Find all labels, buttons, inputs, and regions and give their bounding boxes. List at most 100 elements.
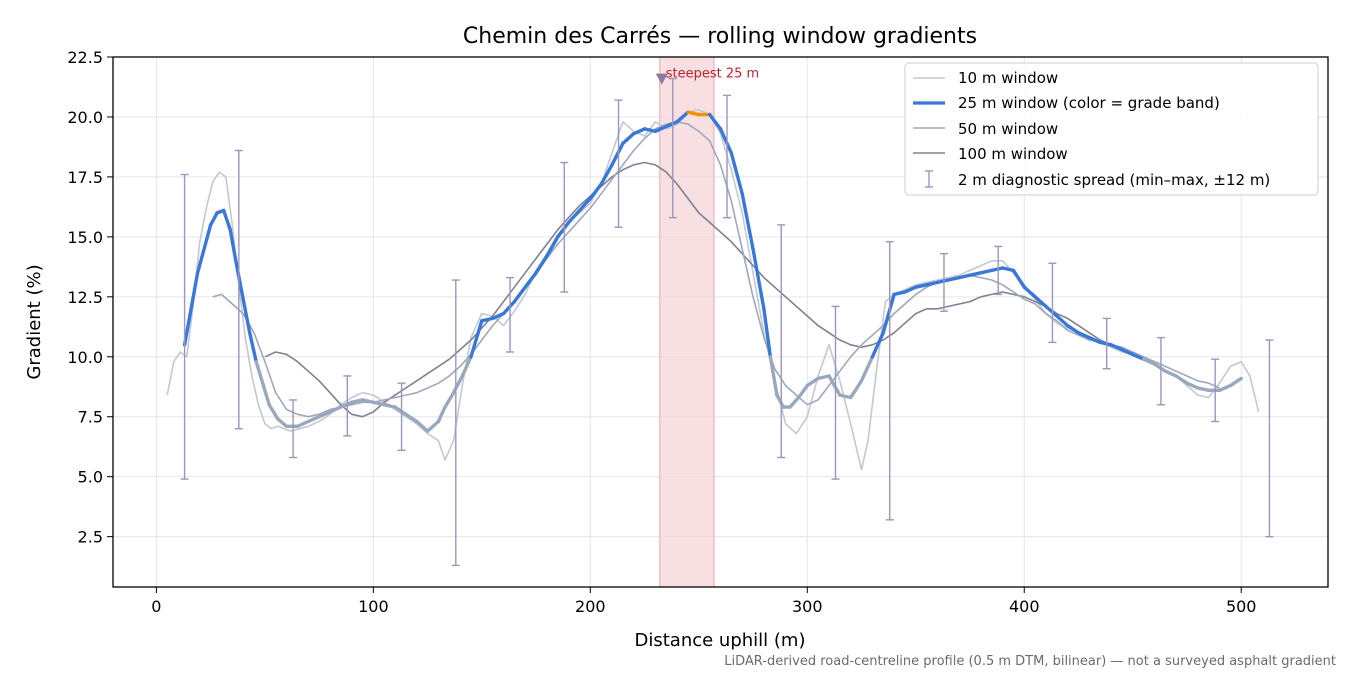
series-segment-25m	[1098, 340, 1113, 347]
series-segment-25m	[202, 223, 213, 251]
series-segment-25m	[469, 319, 484, 359]
series-segment-25m	[768, 355, 779, 397]
series-segment-25m	[195, 247, 206, 275]
series-segment-25m	[545, 235, 560, 258]
series-segment-25m	[979, 268, 994, 275]
series-segment-25m	[1141, 357, 1157, 366]
series-segment-25m	[1174, 374, 1189, 385]
series-segment-25m	[675, 110, 690, 124]
series-segment-25m	[805, 376, 820, 388]
series-segment-25m	[664, 120, 679, 129]
series-segment-25m	[849, 379, 864, 400]
legend-label-10m: 10 m window	[958, 69, 1058, 87]
series-segment-25m	[221, 208, 232, 232]
series-segment-25m	[751, 247, 766, 311]
series-segment-25m	[241, 297, 252, 335]
y-tick-label: 12.5	[67, 288, 103, 307]
x-axis-label: Distance uphill (m)	[635, 630, 806, 651]
y-axis-label: Gradient (%)	[24, 264, 45, 379]
series-segment-25m	[443, 391, 456, 409]
series-segment-25m	[228, 227, 239, 268]
series-segment-25m	[599, 163, 614, 186]
series-segment-25m	[1087, 335, 1102, 345]
series-segment-25m	[556, 220, 571, 239]
y-tick-label: 20.0	[67, 108, 103, 127]
series-segment-25m	[903, 285, 918, 294]
series-segment-25m	[566, 208, 582, 225]
series-segment-25m	[968, 271, 983, 277]
series-segment-25m	[189, 271, 200, 311]
series-segment-25m	[404, 412, 419, 424]
series-segment-25m	[480, 316, 495, 323]
series-segment-25m	[686, 110, 701, 117]
steepest-annotation: steepest 25 m	[666, 67, 759, 82]
legend-box	[904, 62, 1319, 196]
series-segment-25m	[859, 355, 875, 383]
series-segment-25m	[788, 395, 801, 409]
series-segment-25m	[295, 419, 310, 428]
series-segment-25m	[1055, 314, 1070, 328]
series-segment-25m	[415, 419, 430, 433]
series-segment-25m	[1011, 268, 1027, 289]
series-segment-25m	[1033, 295, 1048, 309]
series-segment-25m	[425, 419, 441, 433]
series-segment-25m	[642, 127, 658, 134]
series-segment-25m	[621, 131, 636, 146]
plot-frame	[112, 56, 1329, 588]
legend-label-25m: 25 m window (color = grade band)	[958, 94, 1220, 112]
series-segment-25m	[328, 405, 343, 414]
legend-label-100m: 100 m window	[958, 145, 1068, 163]
axis-ticks: 0 100 200 300 400 500 2.5 5.0 7.5 10.0 12.5 15.0 17.…	[67, 48, 1256, 616]
series-segment-25m	[234, 263, 245, 301]
series-segment-25m	[1065, 323, 1081, 335]
series-segment-25m	[1130, 352, 1146, 361]
y-tick-label: 10.0	[67, 348, 103, 367]
series-segment-25m	[588, 182, 603, 201]
series-segment-25m	[957, 273, 972, 280]
series-segment-25m	[1076, 331, 1092, 340]
steepest-marker	[655, 73, 668, 85]
series-segment-25m	[360, 398, 376, 404]
series-line-100m	[264, 161, 1155, 418]
x-tick-label: 400	[1009, 597, 1040, 616]
series-segment-25m	[523, 271, 538, 289]
series-segment-25m	[914, 283, 929, 289]
series-segment-25m	[827, 374, 842, 397]
series-segment-25m	[393, 405, 408, 416]
x-tick-label: 0	[151, 597, 161, 616]
legend-label-50m: 50 m window	[958, 120, 1058, 138]
series-segment-25m	[350, 398, 365, 404]
series-segment-25m	[317, 410, 332, 419]
chart-title: Chemin des Carrés — rolling window gradi…	[463, 24, 977, 49]
series-segment-25m	[892, 290, 907, 297]
series-segment-25m	[653, 124, 668, 134]
series-segment-25m	[775, 393, 786, 409]
series-segment-25m	[935, 278, 950, 285]
series-segment-25m	[306, 415, 321, 424]
series-segment-25m	[339, 400, 354, 409]
series-segment-25m	[924, 280, 940, 287]
series-segment-25m	[881, 292, 896, 335]
series-segment-25m	[436, 405, 447, 424]
series-segment-25m	[708, 112, 723, 131]
y-tick-label: 15.0	[67, 228, 103, 247]
series-segment-25m	[1000, 266, 1016, 273]
y-tick-label: 5.0	[78, 468, 103, 487]
series-segment-25m	[1196, 386, 1211, 392]
x-tick-label: 200	[575, 597, 606, 616]
series-segment-25m	[838, 393, 853, 400]
series-segment-25m	[208, 211, 219, 227]
series-segment-25m	[990, 266, 1005, 273]
series-segment-25m	[1185, 381, 1200, 390]
series-segment-25m	[870, 331, 885, 359]
series-layer	[166, 109, 1260, 471]
errorbar-layer	[180, 77, 1274, 567]
series-segment-25m	[1120, 347, 1135, 357]
series-segment-25m	[182, 307, 193, 347]
series-line-50m	[212, 121, 1220, 418]
series-segment-25m	[718, 127, 733, 155]
series-segment-25m	[1163, 369, 1178, 378]
series-segment-25m	[1109, 343, 1124, 352]
legend-swatch-errorbar	[925, 170, 933, 188]
x-tick-label: 500	[1226, 597, 1257, 616]
